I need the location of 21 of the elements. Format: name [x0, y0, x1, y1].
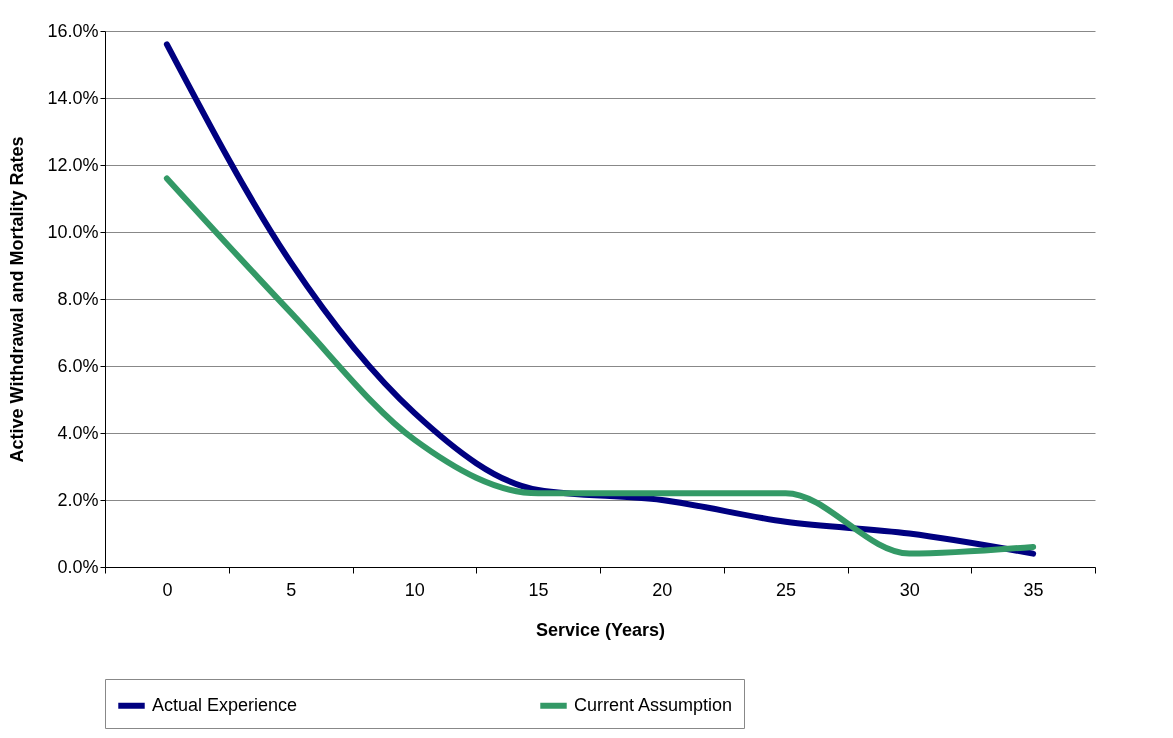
y-tick-label: 4.0% [57, 422, 99, 443]
x-tick-label: 0 [162, 579, 173, 600]
y-tick-label: 12.0% [47, 154, 99, 175]
y-tick-label: 2.0% [57, 489, 99, 510]
y-axis-title: Active Withdrawal and Mortality Rates [7, 136, 28, 463]
x-tick-label: 5 [286, 579, 297, 600]
y-tick-label: 8.0% [57, 288, 99, 309]
legend-label: Current Assumption [574, 694, 733, 715]
x-tick-label: 15 [528, 579, 549, 600]
x-axis-title: Service (Years) [535, 619, 666, 640]
x-tick-label: 35 [1023, 579, 1044, 600]
y-tick-label: 6.0% [57, 355, 99, 376]
y-tick-label: 0.0% [57, 556, 99, 577]
x-tick-label: 25 [776, 579, 797, 600]
legend-label: Actual Experience [152, 694, 298, 715]
y-tick-label: 14.0% [47, 87, 99, 108]
x-tick-label: 20 [652, 579, 673, 600]
y-tick-label: 16.0% [47, 20, 99, 41]
y-tick-label: 10.0% [47, 221, 99, 242]
x-tick-label: 10 [404, 579, 425, 600]
x-tick-label: 30 [899, 579, 920, 600]
